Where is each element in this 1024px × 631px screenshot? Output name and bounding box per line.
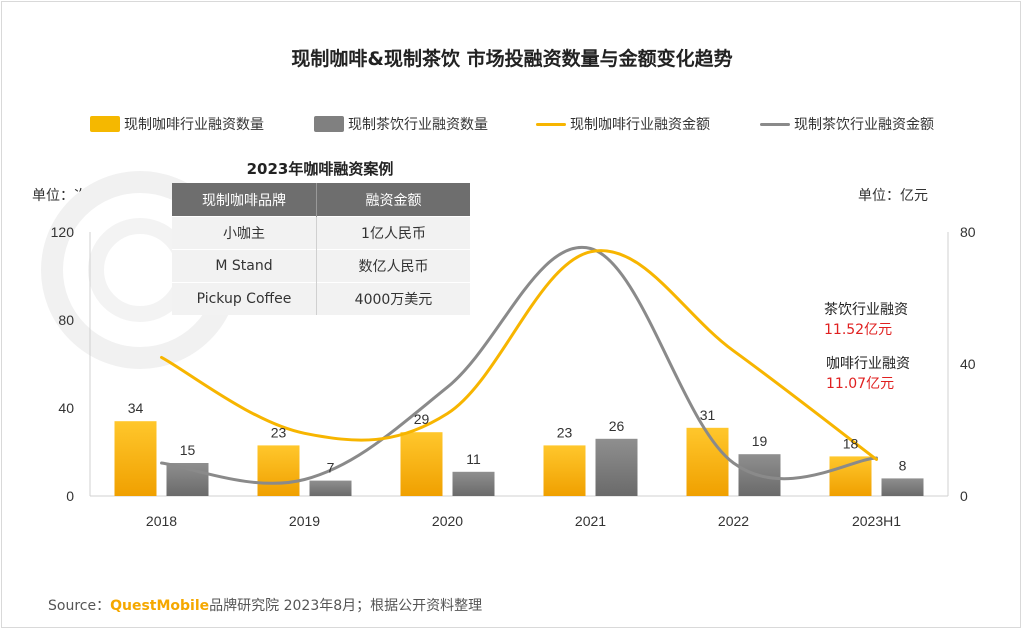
bar-tea-count [452,471,495,496]
right-tick-label: 40 [960,356,976,372]
x-tick-label: 2018 [146,513,177,529]
source-rest: 品牌研究院 2023年8月；根据公开资料整理 [209,598,483,614]
lines-layer [160,245,878,485]
watermark-ring-inner [88,218,192,322]
x-tick-label: 2023H1 [852,513,901,529]
bar-coffee-count [686,427,729,496]
x-tick-label: 2020 [432,513,463,529]
left-tick-label: 40 [58,400,74,416]
legend-label-coffee-count: 现制咖啡行业融资数量 [124,117,264,133]
table-row: 小咖主 1亿人民币 [172,216,470,250]
coffee-amount-annotation: 咖啡行业融资 11.07亿元 [826,354,910,394]
bar-label-tea-count: 8 [899,457,907,473]
source-note: Source：QuestMobile品牌研究院 2023年8月；根据公开资料整理 [48,595,482,615]
bar-coffee-count [400,432,443,496]
legend-label-tea-count: 现制茶饮行业融资数量 [348,117,488,133]
bar-label-coffee-count: 23 [557,424,573,440]
cases-header-brand: 现制咖啡品牌 [172,183,317,217]
chart-title: 现制咖啡&现制茶饮 市场投融资数量与金额变化趋势 [291,48,733,70]
legend-swatch-tea-count [314,116,344,132]
left-tick-label: 0 [66,488,74,504]
tea-amount-annotation: 茶饮行业融资 11.52亿元 [824,300,908,340]
bar-label-coffee-count: 31 [700,407,716,423]
cases-header-row: 现制咖啡品牌 融资金额 [172,183,470,217]
right-tick-label: 0 [960,488,968,504]
tea-annotation-label: 茶饮行业融资 [824,302,908,318]
left-tick-label: 80 [58,312,74,328]
x-tick-label: 2019 [289,513,320,529]
right-tick-label: 80 [960,224,976,240]
right-axis-unit: 单位：亿元 [858,188,928,204]
bar-tea-count [881,478,924,496]
left-tick-label: 120 [51,224,75,240]
line-tea-amount [160,245,878,485]
table-row: Pickup Coffee 4000万美元 [172,282,470,315]
cases-cell-amount: 数亿人民币 [316,249,470,283]
bar-label-coffee-count: 23 [271,424,287,440]
bar-label-tea-count: 11 [466,451,481,467]
bar-coffee-count [543,445,586,496]
coffee-annotation-value: 11.07亿元 [826,376,895,392]
bars-layer [114,421,924,496]
bar-tea-count [309,480,352,496]
bar-tea-count [595,438,638,496]
cases-cell-amount: 1亿人民币 [316,216,470,250]
x-tick-label: 2022 [718,513,749,529]
cases-table-title: 2023年咖啡融资案例 [246,160,394,178]
bar-label-tea-count: 26 [609,418,625,434]
bar-coffee-count [114,421,157,496]
cases-cell-amount: 4000万美元 [316,282,470,315]
bar-label-coffee-count: 29 [414,411,430,427]
bar-label-coffee-count: 34 [128,400,144,416]
bar-label-tea-count: 15 [180,442,196,458]
source-prefix: Source： [48,598,111,614]
bar-label-coffee-count: 18 [843,435,859,451]
legend-label-coffee-amount: 现制咖啡行业融资金额 [570,117,710,133]
bar-label-tea-count: 19 [752,433,768,449]
cases-cell-brand: Pickup Coffee [172,282,317,315]
cases-table: 现制咖啡品牌 融资金额 小咖主 1亿人民币 M Stand 数亿人民币 Pick… [172,183,470,315]
bar-coffee-count [257,445,300,496]
cases-header-amount: 融资金额 [316,183,470,217]
x-tick-label: 2021 [575,513,606,529]
bar-coffee-count [829,456,872,496]
legend-line-coffee-amount [536,123,566,126]
cases-cell-brand: 小咖主 [172,216,317,250]
line-coffee-amount [160,249,878,461]
cases-cell-brand: M Stand [172,249,317,283]
labels-layer: 34 15 23 7 29 11 23 26 31 19 18 8 [128,400,907,475]
tea-annotation-value: 11.52亿元 [824,322,893,338]
legend-swatch-coffee-count [90,116,120,132]
source-brand: QuestMobile [110,598,210,614]
coffee-annotation-label: 咖啡行业融资 [826,356,910,372]
legend-line-tea-amount [760,123,790,126]
legend-label-tea-amount: 现制茶饮行业融资金额 [794,117,934,133]
bar-label-tea-count: 7 [327,460,335,476]
table-row: M Stand 数亿人民币 [172,249,470,283]
